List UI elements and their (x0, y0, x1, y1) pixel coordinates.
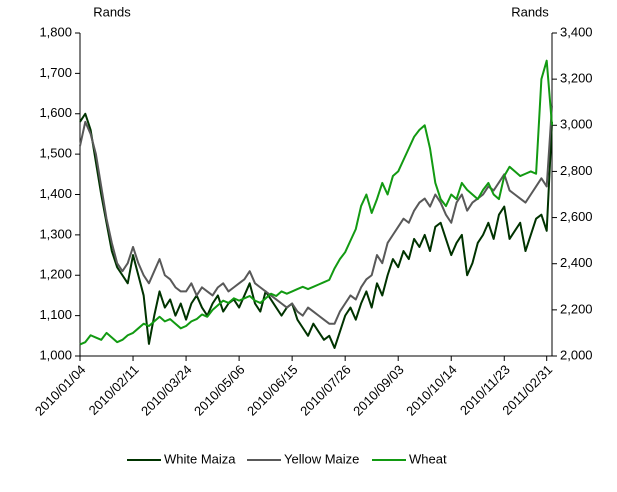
y-axis-label: Rands (93, 4, 131, 19)
y-tick-label: 1,700 (39, 65, 72, 80)
y-tick-label: 1,000 (39, 347, 72, 362)
series-line (79, 105, 553, 325)
y2-tick-label: 2,600 (560, 209, 593, 224)
x-tick-label: 2010/09/03 (350, 362, 407, 419)
x-tick-label: 2010/10/14 (403, 362, 460, 419)
y-tick-label: 1,300 (39, 226, 72, 241)
y2-tick-label: 3,200 (560, 71, 593, 86)
y2-tick-label: 2,400 (560, 255, 593, 270)
y-tick-label: 1,500 (39, 146, 72, 161)
y-tick-label: 1,600 (39, 105, 72, 120)
y-tick-label: 1,100 (39, 307, 72, 322)
y-tick-label: 1,200 (39, 267, 72, 282)
y2-tick-label: 2,000 (560, 347, 593, 362)
y2-tick-label: 3,000 (560, 117, 593, 132)
x-tick-label: 2010/01/04 (32, 362, 89, 419)
legend-label: White Maiza (164, 451, 236, 466)
y2-tick-label: 2,800 (560, 163, 593, 178)
y2-axis-label: Rands (511, 4, 549, 19)
x-tick-label: 2010/05/06 (191, 362, 248, 419)
x-tick-label: 2010/07/26 (297, 362, 354, 419)
x-tick-label: 2010/06/15 (244, 362, 301, 419)
x-tick-label: 2010/03/24 (138, 362, 195, 419)
y2-tick-label: 2,200 (560, 301, 593, 316)
series-line (79, 112, 553, 349)
x-tick-label: 2010/02/11 (86, 362, 142, 418)
y2-tick-label: 3,400 (560, 24, 593, 39)
legend-label: Wheat (409, 451, 447, 466)
legend-label: Yellow Maize (284, 451, 359, 466)
y-tick-label: 1,800 (39, 24, 72, 39)
series-line (79, 59, 553, 346)
y-tick-label: 1,400 (39, 186, 72, 201)
